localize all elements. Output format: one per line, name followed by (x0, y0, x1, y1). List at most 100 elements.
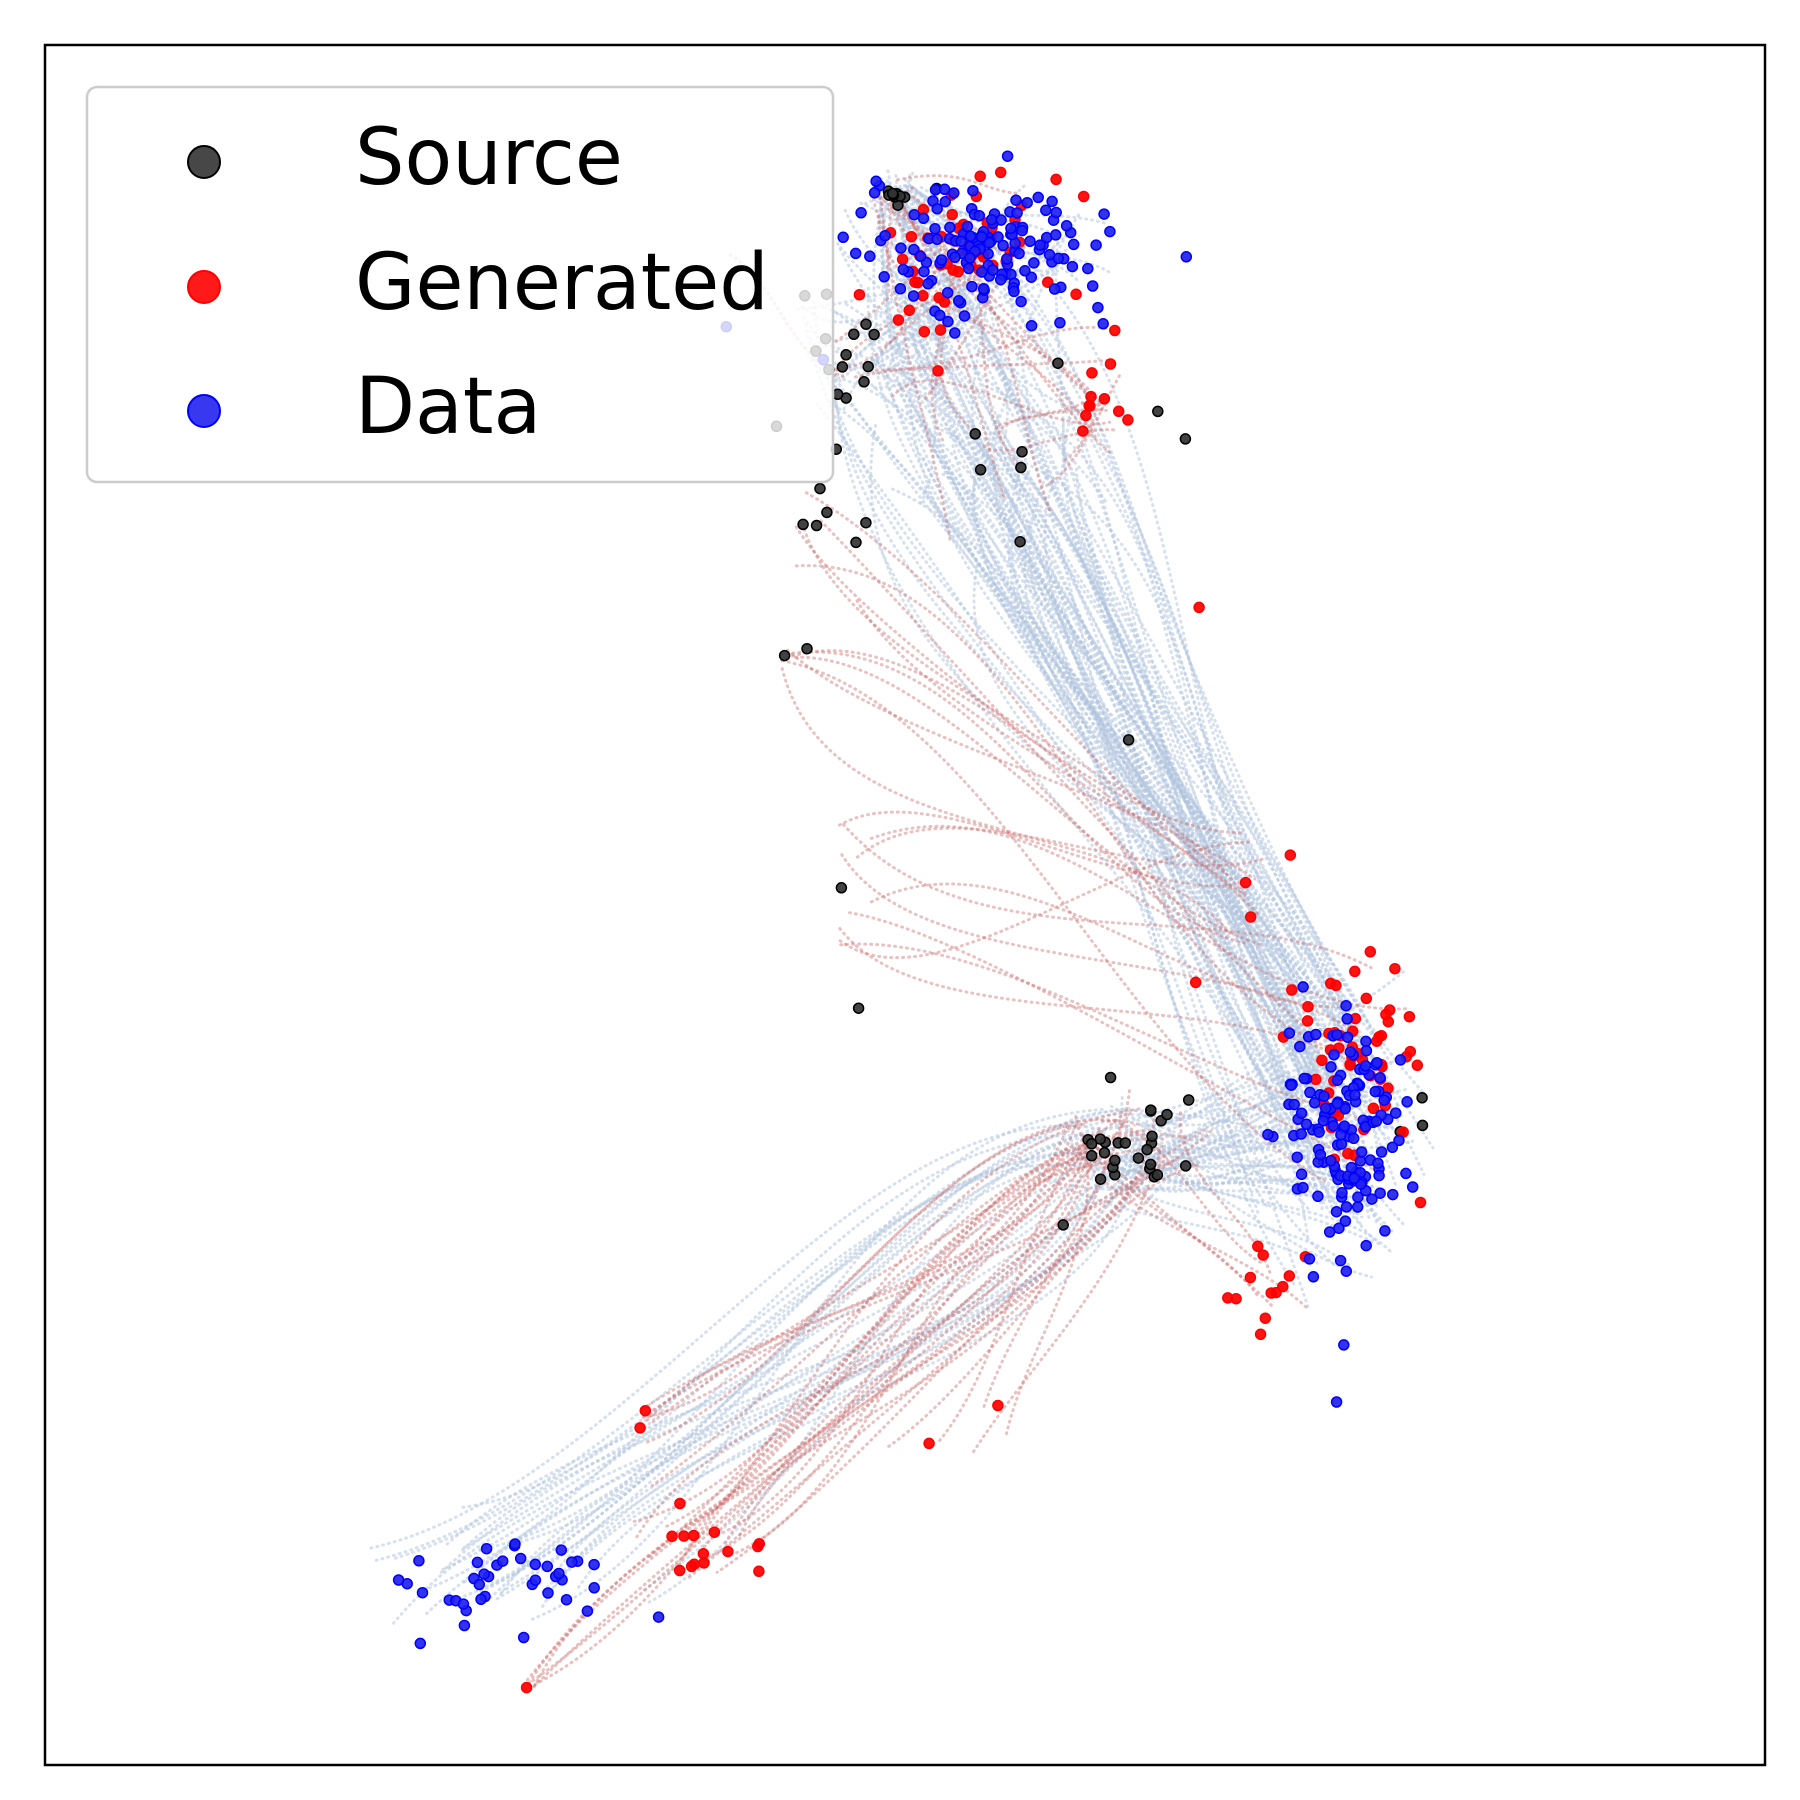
source-point-59 (1151, 1169, 1164, 1181)
generated-point-30 (905, 230, 918, 243)
trajectory-61 (904, 208, 1430, 1099)
data-point-169 (1330, 1205, 1343, 1218)
trajectory-242 (697, 1148, 1161, 1564)
trajectory-152 (1142, 969, 1406, 1138)
generated-point-135 (666, 1530, 678, 1543)
generated-point-58 (1080, 409, 1092, 422)
data-point-264 (1328, 1049, 1340, 1061)
data-point-281 (1374, 1071, 1386, 1084)
legend-marker-source (187, 145, 221, 179)
data-point-236 (1288, 1098, 1300, 1111)
data-point-97 (1049, 229, 1062, 241)
data-point-193 (1325, 1061, 1337, 1073)
trajectory-199 (489, 1146, 1114, 1600)
trajectory-208 (819, 519, 1307, 1030)
generated-point-63 (1077, 425, 1089, 437)
generated-point-145 (698, 1557, 710, 1569)
data-point-137 (939, 195, 952, 208)
source-point-53 (1182, 1094, 1195, 1106)
data-point-329 (652, 1611, 665, 1623)
source-point-70 (852, 1002, 865, 1014)
trajectory-213 (855, 599, 1259, 916)
legend: Source Generated Data (85, 85, 835, 484)
trajectory-223 (855, 826, 1266, 868)
data-point-126 (994, 273, 1007, 286)
data-point-221 (1341, 1031, 1354, 1043)
source-point-34 (1052, 357, 1064, 369)
trajectory-214 (780, 667, 1233, 936)
data-point-309 (473, 1578, 486, 1591)
data-point-31 (958, 310, 971, 322)
data-point-244 (1340, 1201, 1353, 1213)
trajectory-171 (1018, 1156, 1319, 1265)
trajectory-195 (640, 1174, 1151, 1593)
data-point-285 (1369, 1085, 1382, 1098)
source-point-50 (1141, 1143, 1153, 1156)
data-point-239 (1387, 1188, 1399, 1201)
source-point-12 (858, 376, 870, 388)
data-point-298 (1359, 1060, 1372, 1072)
data-point-269 (1386, 1141, 1399, 1154)
data-point-83 (983, 237, 995, 249)
data-point-319 (588, 1582, 600, 1594)
source-point-75 (1057, 1219, 1069, 1231)
data-point-18 (934, 309, 946, 322)
data-point-70 (918, 265, 930, 278)
trajectory-292 (1045, 372, 1123, 487)
trajectory-210 (840, 853, 1360, 1035)
data-point-146 (931, 202, 943, 215)
source-point-60 (1179, 1160, 1192, 1172)
generated-point-64 (1112, 405, 1125, 418)
data-point-162 (1334, 1254, 1347, 1267)
generated-point-102 (1344, 1059, 1356, 1071)
generated-point-125 (1257, 1249, 1269, 1261)
trajectory-86 (904, 184, 1381, 1045)
trajectory-257 (935, 1133, 1094, 1445)
trajectory-231 (715, 1128, 1207, 1574)
trajectory-122 (882, 260, 1296, 1286)
data-point-166 (1283, 1027, 1296, 1039)
trajectory-144 (1165, 1087, 1301, 1165)
data-point-91 (967, 184, 979, 197)
source-point-46 (1085, 1150, 1098, 1162)
source-point-72 (1179, 433, 1192, 445)
generated-point-109 (1414, 1196, 1427, 1209)
data-point-291 (1344, 1046, 1357, 1058)
source-point-64 (1416, 1092, 1428, 1104)
source-point-44 (1146, 1130, 1158, 1142)
trajectory-252 (643, 1146, 1086, 1425)
data-point-251 (1298, 1072, 1311, 1085)
data-point-182 (1366, 1193, 1378, 1205)
data-point-46 (1040, 204, 1052, 217)
data-point-333 (457, 1598, 470, 1610)
trajectory-293 (896, 174, 1020, 195)
data-point-190 (1319, 1102, 1332, 1115)
data-point-65 (973, 209, 986, 222)
data-point-23 (1015, 295, 1027, 308)
data-point-93 (952, 295, 965, 307)
generated-point-155 (1189, 976, 1202, 989)
data-point-21 (907, 290, 920, 302)
data-point-80 (864, 250, 876, 263)
data-point-100 (1028, 257, 1040, 269)
data-point-289 (1371, 1056, 1383, 1069)
source-point-40 (1109, 1154, 1121, 1167)
trajectory-97 (1062, 411, 1352, 1050)
data-point-259 (1394, 1054, 1407, 1066)
data-point-233 (1310, 1028, 1322, 1041)
trajectory-89 (804, 323, 1325, 1121)
generated-point-55 (1085, 390, 1097, 403)
data-point-238 (1300, 1118, 1313, 1131)
trajectory-206 (848, 911, 1388, 1177)
trajectory-88 (866, 286, 1363, 1081)
trajectory-283 (891, 379, 1112, 426)
source-point-22 (848, 328, 860, 341)
generated-point-29 (1042, 276, 1054, 288)
source-point-10 (862, 360, 874, 373)
trajectory-163 (1129, 1130, 1394, 1255)
trajectory-275 (905, 193, 1012, 258)
data-point-265 (1294, 1040, 1306, 1053)
data-point-72 (897, 263, 910, 276)
trajectory-131 (1105, 1066, 1360, 1163)
trajectory-244 (651, 1115, 1123, 1424)
